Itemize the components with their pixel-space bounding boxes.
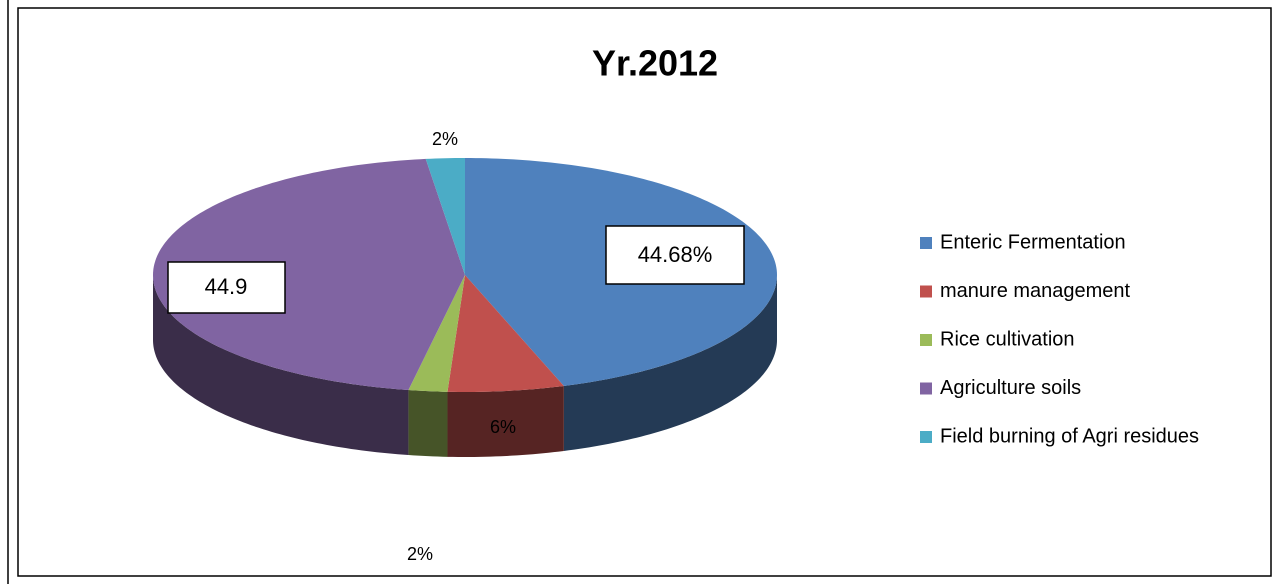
slice-side [153,275,409,456]
legend-swatch [920,334,932,346]
slice [408,275,465,392]
legend-swatch [920,382,932,395]
slice-side [408,390,448,457]
slice [447,275,564,392]
legend-label: manure management [940,280,1131,302]
data-label: 44.68% [638,242,713,267]
slice [425,158,465,275]
data-label: 44.9 [205,274,248,299]
legend-swatch [920,285,932,298]
legend-swatch [920,237,932,249]
data-label-box [167,261,286,314]
legend-label: Enteric Fermentation [940,231,1126,253]
legend-label: Field burning of Agri residues [940,425,1199,447]
legend-label: Agriculture soils [940,377,1081,399]
legend-swatch [920,431,932,443]
slice [153,158,466,391]
data-label: 2% [432,129,458,149]
slice-side [447,385,564,457]
data-label: 2% [407,544,433,564]
data-label-box [605,225,745,285]
chart-title: Yr.2012 [592,43,718,84]
legend-label: Rice cultivation [940,328,1075,350]
data-label: 6% [490,417,516,437]
slice-side [563,275,777,451]
